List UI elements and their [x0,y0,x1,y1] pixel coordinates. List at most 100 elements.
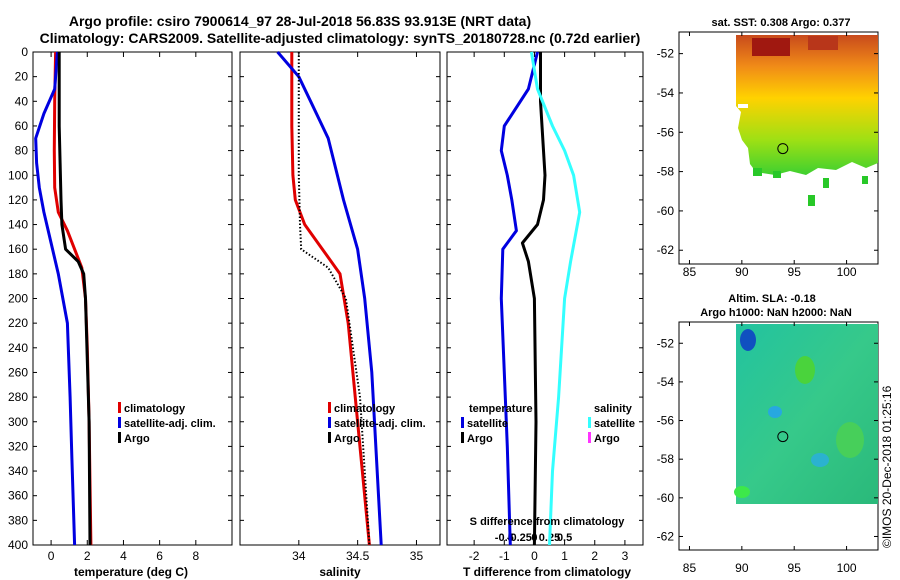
temperature-x-axis-label: temperature (deg C) [74,565,188,579]
s-difference-axis-label: S difference from climatology [470,516,626,528]
sst-lat-tick-label: -56 [657,125,675,139]
depth-tick-label: 100 [8,168,28,182]
sla-field [736,324,878,504]
sst-lat-tick-label: -54 [657,86,675,100]
sla-lat-tick-label: -52 [657,336,675,350]
depth-tick-label: 260 [8,365,28,379]
t-difference-tick-label: -1 [499,549,510,563]
depth-tick-label: 60 [15,119,29,133]
legend-label-satellite: satellite-adj. clim. [124,418,216,430]
legend-swatch-t-argo [461,432,464,443]
difference-panel-frame [446,51,644,546]
title-line-2: Climatology: CARS2009. Satellite-adjuste… [40,30,641,46]
sla-low-patch [768,406,782,418]
sst-map: 85 90 95 100 -52 -54 -56 -58 -60 -62 [657,31,879,279]
legend-swatch-satellite [118,417,121,428]
difference-legend: temperature satellite Argo salinity sate… [461,403,635,445]
salinity-x-axis-label: salinity [319,565,361,579]
depth-tick-label: 200 [8,292,28,306]
salinity-panel-frame [239,51,441,546]
depth-tick-label: 400 [8,538,28,552]
depth-tick-label: 80 [15,144,29,158]
sst-warm-patch [752,38,790,56]
temperature-x-tick-label: 8 [192,549,199,563]
sst-field [736,35,878,175]
legend-swatch-climatology [118,402,121,413]
legend-swatch-t-satellite [461,417,464,428]
legend-swatch-satellite [328,417,331,428]
profile-line-t-satellite [499,51,539,546]
sla-map-title-1: Altim. SLA: -0.18 [728,293,815,305]
t-difference-tick-label: 3 [622,549,629,563]
sla-lat-tick-label: -54 [657,375,675,389]
legend-label-climatology: climatology [334,403,396,415]
sst-pixel [823,178,829,188]
difference-profile-lines [499,51,582,546]
salinity-legend: climatology satellite-adj. clim. Argo [328,402,426,445]
sst-lat-tick-label: -52 [657,47,675,61]
sla-map: 85 90 95 100 -52 -54 -56 -58 -60 -62 [657,321,879,575]
sla-lat-tick-label: -56 [657,414,675,428]
salinity-profile-lines [276,51,383,546]
depth-tick-label: 300 [8,415,28,429]
sla-map-title-2: Argo h1000: NaN h2000: NaN [700,307,852,319]
sst-argo-position-marker [777,143,789,155]
depth-tick-label: 40 [15,94,29,108]
sst-lon-tick-label: 100 [837,265,857,279]
sst-lon-tick-label: 85 [683,265,697,279]
salinity-x-tick-label: 34.5 [346,549,370,563]
sla-lon-tick-label: 95 [788,561,802,575]
temperature-x-tick-label: 4 [120,549,127,563]
legend-title-temperature: temperature [469,403,533,415]
sla-lon-tick-label: 85 [683,561,697,575]
sst-gap [738,104,748,108]
legend-label-s-argo: Argo [594,433,620,445]
sst-lat-tick-label: -62 [657,243,675,257]
depth-tick-label: 20 [15,70,29,84]
sst-pixel [862,176,868,184]
sst-pixel [773,171,781,178]
depth-tick-label: 220 [8,316,28,330]
legend-label-climatology: climatology [124,403,186,415]
depth-tick-marks [33,51,643,546]
sla-high-patch [836,422,864,458]
profile-line-argo [297,52,371,546]
depth-tick-label: 120 [8,193,28,207]
salinity-x-tick-label: 35 [410,549,424,563]
profile-line-t-argo [520,52,547,546]
temperature-profile-lines [34,51,93,546]
depth-tick-label: 360 [8,489,28,503]
legend-swatch-s-satellite [588,417,591,428]
sla-lon-tick-label: 100 [837,561,857,575]
sla-low-patch [740,329,756,351]
sst-map-title: sat. SST: 0.308 Argo: 0.377 [712,17,851,29]
s-difference-tick-label: -0.25 [507,532,532,544]
legend-swatch-s-argo [588,432,591,443]
salinity-x-tick-marks [298,52,417,545]
sst-warm-patch [808,36,838,50]
s-difference-tick-label: 0.5 [557,532,572,544]
t-difference-tick-label: 1 [561,549,568,563]
footer-timestamp: ©IMOS 20-Dec-2018 01:25:16 [880,385,894,548]
difference-x-tick-marks [473,52,626,545]
legend-label-s-satellite: satellite [594,418,635,430]
legend-label-argo: Argo [124,433,150,445]
legend-label-satellite: satellite-adj. clim. [334,418,426,430]
temperature-x-tick-label: 6 [156,549,163,563]
depth-tick-labels: 0 20 40 60 80 100 120 140 160 180 200 22… [8,45,28,552]
sla-lat-tick-label: -60 [657,491,675,505]
sst-lon-tick-label: 90 [735,265,749,279]
sst-lat-tick-label: -58 [657,165,675,179]
t-difference-tick-label: 2 [591,549,598,563]
legend-title-salinity: salinity [594,403,633,415]
salinity-x-tick-label: 34 [292,549,306,563]
legend-label-t-satellite: satellite [467,418,508,430]
legend-swatch-argo [328,432,331,443]
t-difference-tick-label: 0 [531,549,538,563]
temperature-x-tick-label: 2 [84,549,91,563]
profile-line-climatology [290,52,371,546]
sst-pixel [808,195,815,206]
salinity-x-ticks: 34 34.5 35 [292,549,423,563]
sla-map-ticks [679,322,878,550]
